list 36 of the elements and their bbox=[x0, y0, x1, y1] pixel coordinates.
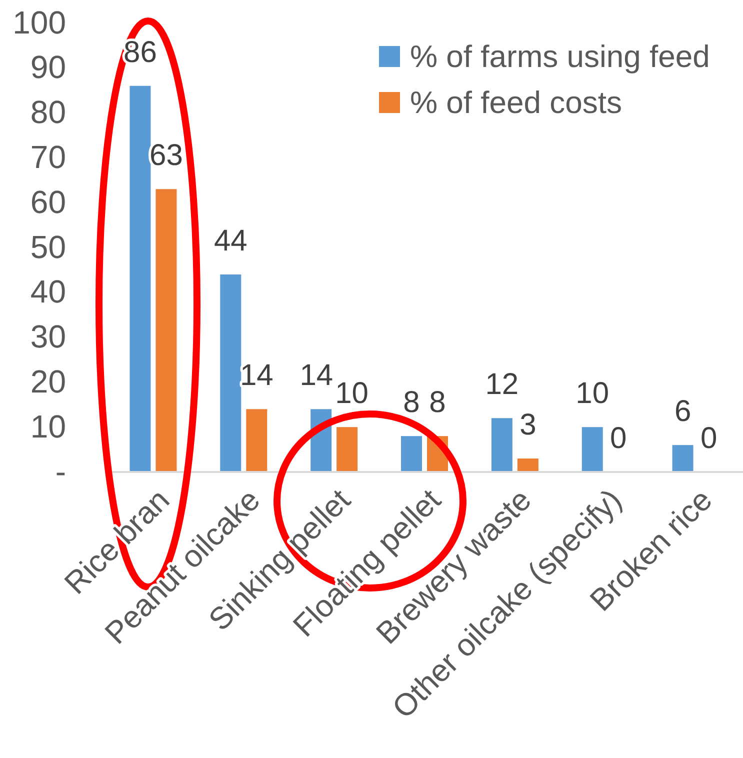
y-tick-label: 100 bbox=[12, 4, 66, 40]
data-label: 6 bbox=[674, 395, 692, 428]
data-label: 0 bbox=[700, 422, 718, 455]
legend-label: % of farms using feed bbox=[410, 39, 710, 74]
data-label: 8 bbox=[403, 386, 420, 420]
data-label: 12 bbox=[485, 368, 519, 402]
bar bbox=[246, 409, 268, 472]
data-label: 0 bbox=[610, 422, 627, 455]
y-tick-label: 80 bbox=[30, 94, 66, 130]
data-label: 3 bbox=[520, 408, 536, 442]
data-label: 14 bbox=[300, 359, 334, 392]
bar bbox=[517, 458, 538, 472]
bar bbox=[491, 418, 512, 472]
data-label: 10 bbox=[335, 377, 368, 410]
y-tick-label: 70 bbox=[30, 138, 66, 175]
y-tick-label: 40 bbox=[30, 274, 66, 310]
data-label: 63 bbox=[150, 139, 183, 172]
y-tick-label: 30 bbox=[30, 318, 66, 355]
data-label: 8 bbox=[429, 386, 446, 420]
y-tick-label: 90 bbox=[30, 49, 66, 86]
bar bbox=[401, 436, 422, 472]
data-label: 14 bbox=[240, 359, 274, 392]
bar bbox=[130, 86, 151, 472]
y-tick-label: - bbox=[55, 453, 66, 490]
bar bbox=[220, 274, 242, 472]
data-label: 10 bbox=[576, 377, 610, 410]
bar bbox=[156, 189, 177, 472]
y-tick-label: 50 bbox=[30, 228, 66, 265]
y-tick-label: 20 bbox=[30, 363, 66, 400]
bar bbox=[672, 445, 694, 472]
bar bbox=[336, 427, 358, 472]
data-label: 44 bbox=[214, 224, 248, 258]
legend-label: % of feed costs bbox=[410, 85, 622, 120]
bar bbox=[582, 427, 603, 472]
y-tick-label: 60 bbox=[30, 184, 66, 220]
y-tick-label: 10 bbox=[30, 408, 66, 444]
